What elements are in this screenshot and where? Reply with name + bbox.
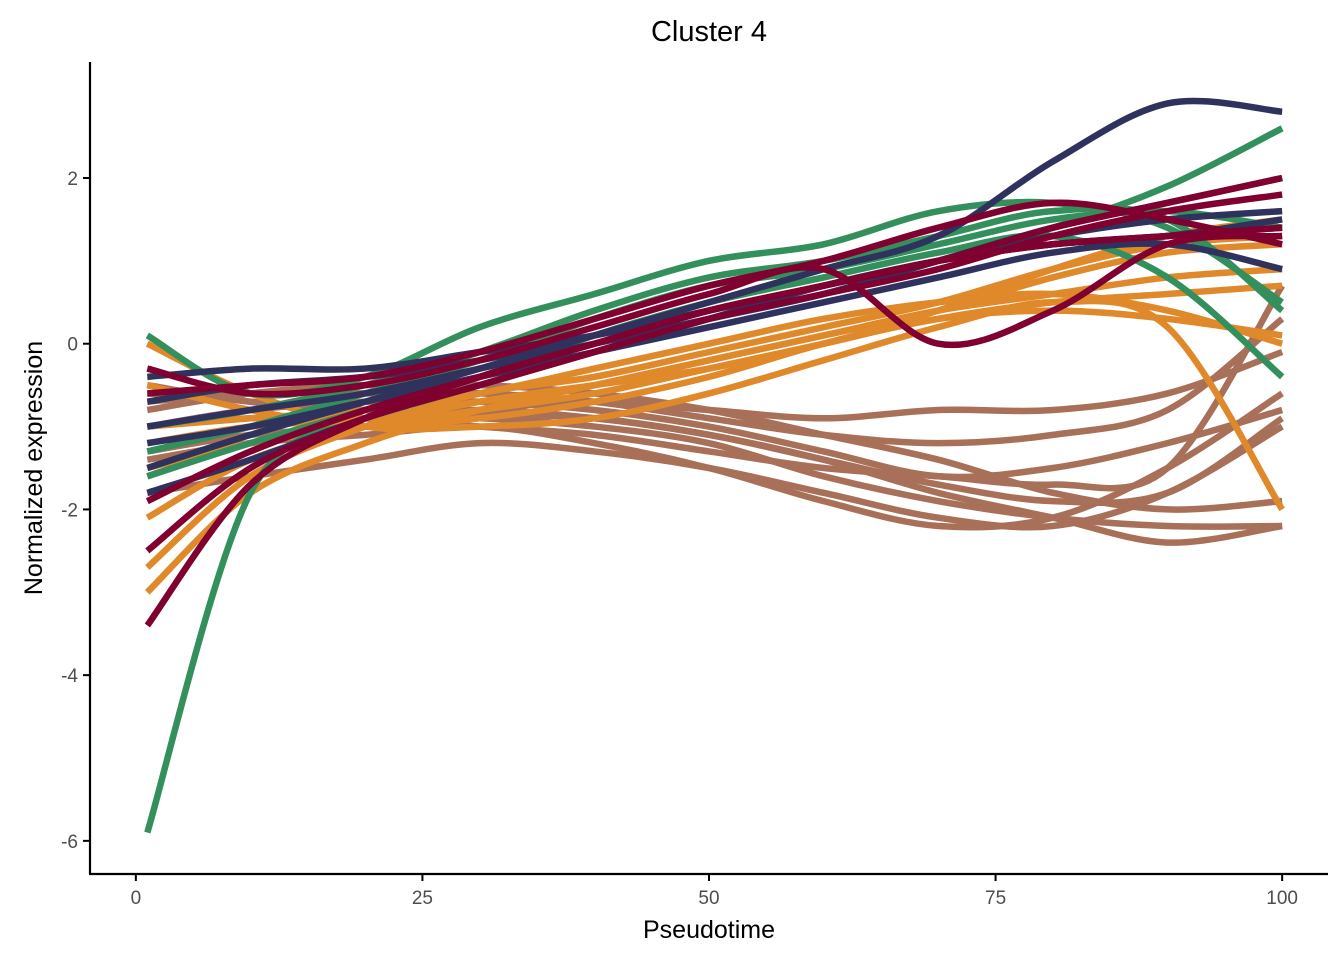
x-tick-label: 25 — [412, 888, 433, 909]
series-line-28 — [146, 240, 1283, 447]
x-tick-label: 50 — [698, 888, 719, 909]
series-line-32 — [146, 232, 1283, 398]
chart-title: Cluster 4 — [651, 16, 767, 48]
y-tick-label: -2 — [61, 500, 78, 521]
y-tick-label: 0 — [67, 335, 78, 356]
series-layer — [144, 97, 1285, 834]
y-tick-label: -6 — [61, 832, 78, 853]
x-tick-label: 75 — [985, 888, 1006, 909]
y-tick-label: -4 — [61, 666, 78, 687]
y-axis-label: Normalized expression — [20, 341, 48, 595]
x-axis-ticks: 0 25 50 75 100 — [131, 874, 1298, 909]
x-tick-label: 100 — [1266, 888, 1298, 909]
series-line-19 — [144, 125, 1284, 834]
series-line-33 — [147, 199, 1283, 397]
y-axis-ticks: -6 -4 -2 0 2 — [61, 169, 90, 853]
x-tick-label: 0 — [131, 888, 142, 909]
x-axis-label: Pseudotime — [643, 916, 775, 944]
series-line-31 — [145, 191, 1283, 554]
series-line-34 — [145, 224, 1283, 505]
y-tick-label: 2 — [67, 169, 78, 190]
